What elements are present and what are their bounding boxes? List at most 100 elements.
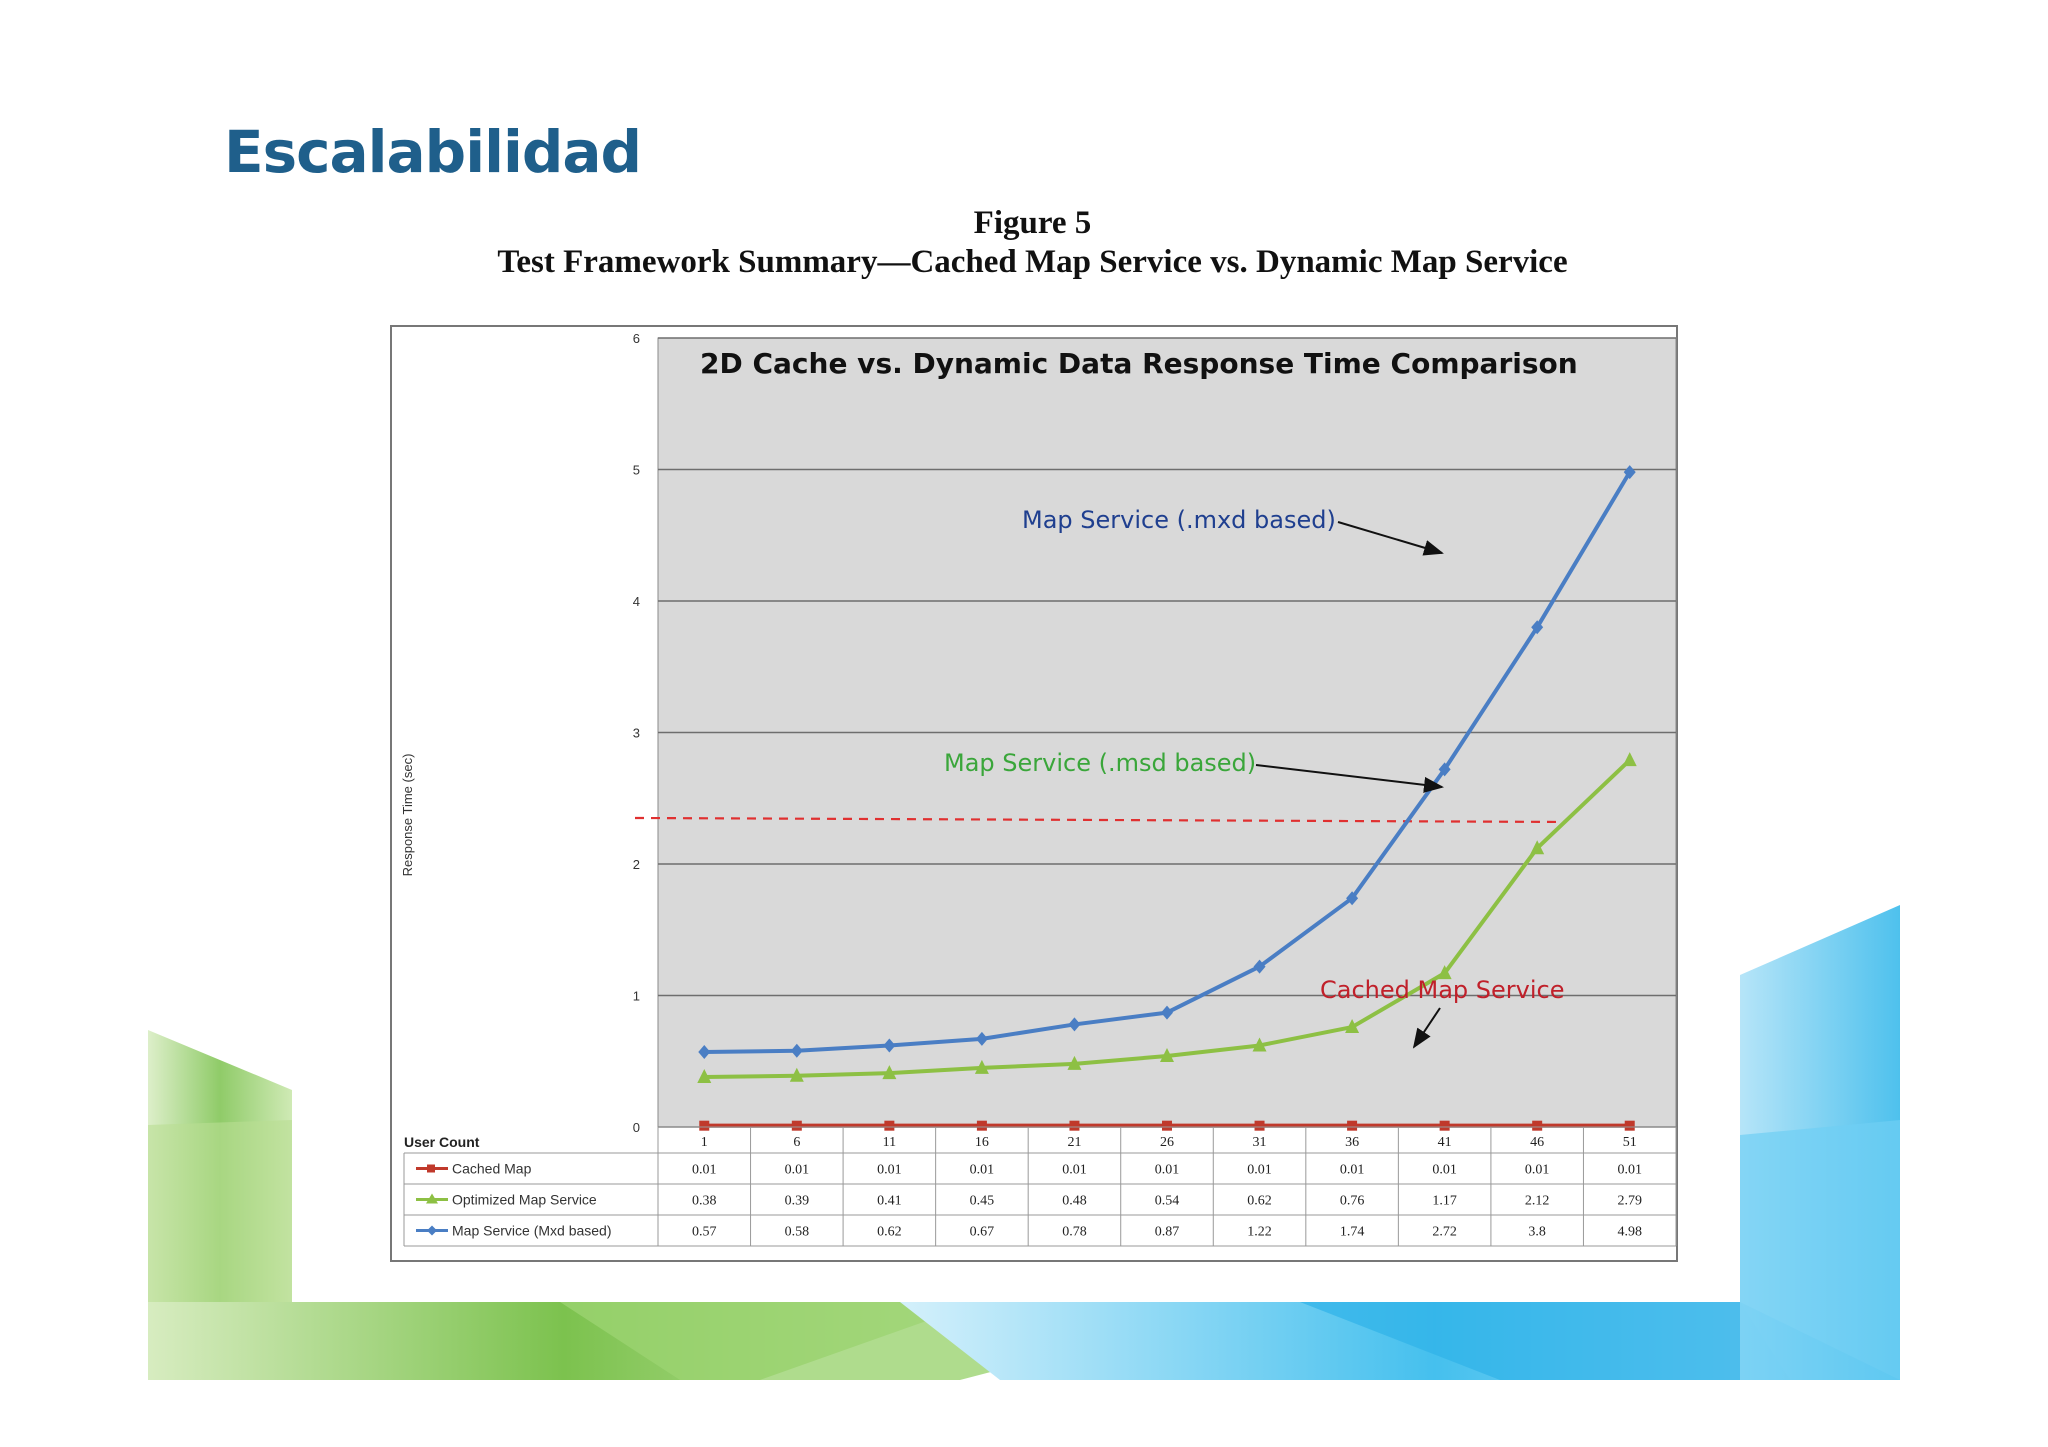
data-point bbox=[1622, 752, 1637, 767]
data-point bbox=[790, 1043, 803, 1058]
slide-title: Escalabilidad bbox=[224, 118, 642, 186]
chart-title: 2D Cache vs. Dynamic Data Response Time … bbox=[700, 347, 1578, 380]
x-axis-label: User Count bbox=[404, 1134, 480, 1150]
data-point bbox=[1067, 1055, 1082, 1070]
data-point bbox=[1254, 1120, 1265, 1131]
table-cell: 0.01 bbox=[785, 1163, 810, 1178]
chart: 2D Cache vs. Dynamic Data Response Time … bbox=[390, 325, 1678, 1262]
table-cell: 0.58 bbox=[785, 1225, 810, 1240]
arrow-cached bbox=[1412, 1007, 1441, 1049]
data-point bbox=[699, 1120, 710, 1131]
table-cell: 0.38 bbox=[692, 1194, 717, 1209]
data-point bbox=[1531, 620, 1544, 635]
table-cell: 0.54 bbox=[1155, 1194, 1180, 1209]
legend-entry: Optimized Map Service bbox=[452, 1192, 597, 1208]
threshold-dash bbox=[634, 816, 1566, 824]
figure-subtitle: Test Framework Summary—Cached Map Servic… bbox=[497, 244, 1568, 280]
legend-entry: Cached Map bbox=[452, 1161, 532, 1177]
table-cell: 1.22 bbox=[1247, 1225, 1272, 1240]
data-point bbox=[976, 1120, 987, 1131]
y-axis-ticks: 0 1 2 3 4 5 6 bbox=[633, 331, 640, 1135]
table-cell: 0.01 bbox=[1340, 1163, 1365, 1178]
table-cell: 0.45 bbox=[970, 1194, 995, 1209]
x-tick-label: 21 bbox=[1067, 1135, 1081, 1150]
table-cell: 0.41 bbox=[877, 1194, 902, 1209]
legend-entry: Map Service (Mxd based) bbox=[452, 1223, 612, 1239]
data-point bbox=[1438, 762, 1451, 777]
table-cell: 0.01 bbox=[692, 1163, 717, 1178]
y-tick-label: 1 bbox=[633, 989, 640, 1004]
threshold-line bbox=[634, 816, 1566, 824]
x-tick-label: 16 bbox=[975, 1135, 989, 1150]
data-point bbox=[1530, 840, 1545, 855]
table-cell: 0.01 bbox=[970, 1163, 995, 1178]
annotation-msd: Map Service (.msd based) bbox=[944, 749, 1256, 777]
x-tick-label: 41 bbox=[1438, 1135, 1452, 1150]
series-1 bbox=[697, 752, 1637, 1084]
data-point bbox=[1345, 1019, 1360, 1034]
data-point bbox=[1624, 1120, 1635, 1131]
x-tick-label: 31 bbox=[1253, 1135, 1267, 1150]
legend-key-marker bbox=[427, 1225, 437, 1236]
table-cell: 0.01 bbox=[1617, 1163, 1642, 1178]
x-tick-label: 26 bbox=[1160, 1135, 1174, 1150]
data-point bbox=[1162, 1120, 1172, 1131]
x-tick-label: 1 bbox=[701, 1135, 708, 1150]
x-tick-label: 11 bbox=[883, 1135, 896, 1150]
series-2 bbox=[698, 465, 1636, 1060]
series-lines bbox=[697, 465, 1637, 1131]
table-cell: 1.17 bbox=[1432, 1194, 1457, 1209]
y-tick-label: 2 bbox=[633, 857, 640, 872]
y-tick-label: 0 bbox=[633, 1120, 640, 1135]
table-cell: 0.01 bbox=[1155, 1163, 1180, 1178]
table-cell: 0.01 bbox=[877, 1163, 902, 1178]
table-cell: 2.79 bbox=[1617, 1194, 1642, 1209]
annotation-mxd: Map Service (.mxd based) bbox=[1022, 506, 1336, 534]
wave-decoration bbox=[148, 905, 1900, 1380]
table-cell: 1.74 bbox=[1340, 1225, 1365, 1240]
table-cell: 3.8 bbox=[1528, 1225, 1546, 1240]
data-point bbox=[882, 1065, 897, 1080]
data-point bbox=[791, 1120, 802, 1131]
data-point bbox=[1347, 1120, 1358, 1131]
table-cell: 0.87 bbox=[1155, 1225, 1180, 1240]
data-point bbox=[1532, 1120, 1543, 1131]
arrow-mxd bbox=[1337, 521, 1444, 556]
data-point bbox=[975, 1031, 988, 1046]
table-cell: 0.62 bbox=[877, 1225, 902, 1240]
table-cell: 0.01 bbox=[1525, 1163, 1550, 1178]
data-point bbox=[1623, 465, 1636, 480]
data-point bbox=[1439, 1120, 1450, 1131]
series-0 bbox=[699, 1120, 1635, 1131]
x-tick-label: 6 bbox=[793, 1135, 800, 1150]
x-tick-label: 51 bbox=[1623, 1135, 1637, 1150]
data-point bbox=[1252, 1037, 1267, 1052]
legend-key-marker bbox=[426, 1193, 438, 1204]
table-cell: 2.72 bbox=[1432, 1225, 1457, 1240]
data-point bbox=[1253, 959, 1266, 974]
data-point bbox=[1068, 1017, 1081, 1032]
table-cell: 0.78 bbox=[1062, 1225, 1087, 1240]
table-cell: 0.62 bbox=[1247, 1194, 1272, 1209]
y-tick-label: 4 bbox=[633, 594, 640, 609]
table-cell: 0.01 bbox=[1062, 1163, 1087, 1178]
data-point bbox=[1069, 1120, 1080, 1131]
annotation-cached: Cached Map Service bbox=[1320, 976, 1564, 1004]
data-point bbox=[1161, 1005, 1173, 1020]
legend-key-marker bbox=[427, 1164, 435, 1173]
figure-number: Figure 5 bbox=[973, 205, 1092, 241]
table-cell: 0.01 bbox=[1432, 1163, 1457, 1178]
y-axis-label: Response Time (sec) bbox=[400, 754, 415, 877]
x-tick-label: 36 bbox=[1345, 1135, 1359, 1150]
data-point bbox=[1346, 891, 1359, 906]
table-cell: 0.39 bbox=[785, 1194, 810, 1209]
table-cell: 0.01 bbox=[1247, 1163, 1272, 1178]
table-cell: 0.67 bbox=[970, 1225, 995, 1240]
data-point bbox=[1437, 965, 1452, 980]
table-cell: 0.57 bbox=[692, 1225, 717, 1240]
annotations: Map Service (.mxd based) Map Service (.m… bbox=[944, 506, 1564, 1049]
y-tick-label: 5 bbox=[633, 463, 640, 478]
data-point bbox=[974, 1059, 989, 1074]
